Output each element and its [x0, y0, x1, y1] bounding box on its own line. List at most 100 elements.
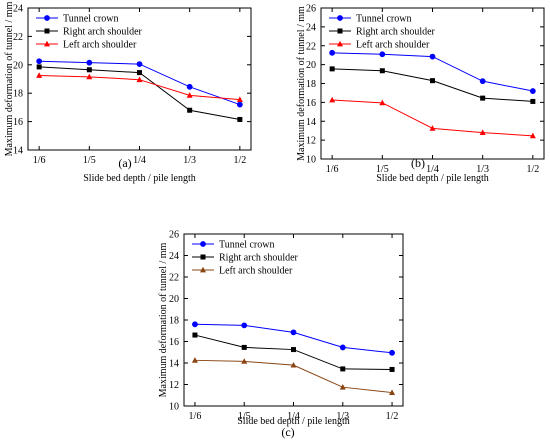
legend-marker: [44, 40, 50, 47]
data-point: [137, 70, 142, 76]
data-point: [529, 88, 536, 94]
x-axis-title: Slide bed depth / pile length: [83, 173, 195, 184]
legend-label: Right arch shoulder: [356, 27, 436, 38]
legend-entry: Left arch shoulder: [329, 40, 430, 51]
data-point: [186, 83, 193, 90]
series-tunnel-crown: [329, 49, 536, 94]
x-tick-label: 1/6: [33, 155, 46, 166]
y-axis-title: Maximum deformation of tunnel / mm: [296, 6, 307, 161]
x-tick-label: 1/3: [336, 411, 349, 422]
y-tick-label: 18: [169, 316, 179, 327]
legend-entry: Left arch shoulder: [36, 40, 137, 51]
data-point: [479, 78, 486, 85]
y-tick-label: 22: [169, 273, 179, 284]
legend-marker: [337, 15, 343, 21]
data-point: [429, 125, 436, 131]
y-axis-title: Maximum deformation of tunnel / mm: [4, 1, 15, 156]
series-line: [39, 60, 241, 106]
series-left-arch-shoulder: [36, 72, 243, 102]
y-tick-label: 22: [13, 32, 23, 43]
series-right-arch-shoulder: [192, 332, 395, 372]
data-point: [191, 357, 198, 363]
data-point: [36, 64, 42, 70]
series-tunnel-crown: [36, 58, 243, 108]
x-tick-label: 1/6: [326, 164, 339, 175]
y-tick-label: 16: [13, 117, 23, 128]
series-right-arch-shoulder: [36, 64, 243, 122]
legend-marker: [200, 254, 206, 260]
y-tick-label: 24: [169, 251, 179, 262]
y-tick-label: 16: [169, 337, 179, 348]
y-tick-label: 22: [306, 41, 316, 52]
legend-marker: [200, 241, 206, 247]
data-point: [241, 358, 248, 364]
y-tick-label: 12: [306, 136, 316, 147]
x-axis-title: Slide bed depth / pile length: [237, 416, 349, 427]
x-tick-label: 1/5: [238, 411, 251, 422]
y-tick-label: 18: [13, 89, 23, 100]
y-tick-label: 16: [306, 98, 316, 109]
legend-label: Left arch shoulder: [63, 40, 137, 51]
data-point: [192, 332, 198, 338]
x-tick-label: 1/4: [133, 155, 146, 166]
y-tick-label: 26: [169, 230, 179, 241]
data-point: [86, 73, 93, 80]
data-point: [430, 78, 435, 84]
data-point: [329, 96, 336, 103]
panel-label: (b): [411, 156, 425, 170]
legend-marker: [44, 15, 50, 21]
x-tick-label: 1/3: [183, 155, 196, 166]
legend-entry: Left arch shoulder: [192, 266, 293, 277]
y-tick-label: 12: [169, 380, 179, 391]
legend-marker: [337, 40, 343, 47]
data-point: [480, 95, 486, 101]
chart-panel-a: 14 16 18 20 22 24 1/6 1/5 1/4 1/3 1/2 Slide bed dep…: [4, 1, 252, 184]
data-point: [136, 76, 143, 83]
data-point: [36, 58, 43, 65]
legend-entry: Tunnel crown: [192, 240, 274, 251]
data-point: [236, 96, 243, 102]
y-tick-label: 18: [306, 79, 316, 90]
x-tick-label: 1/2: [386, 411, 399, 422]
data-point: [192, 321, 198, 328]
data-point: [36, 72, 43, 78]
x-tick-label: 1/2: [526, 164, 539, 175]
legend-label: Tunnel crown: [219, 240, 274, 251]
data-point: [241, 322, 248, 329]
y-tick-label: 24: [13, 4, 23, 15]
legend-marker: [200, 266, 206, 273]
x-tick-label: 1/6: [189, 411, 202, 422]
legend-marker: [44, 28, 50, 34]
panel-label: (c): [281, 425, 294, 439]
data-point: [237, 116, 243, 122]
legend-label: Right arch shoulder: [63, 27, 143, 38]
y-tick-label: 20: [13, 60, 23, 71]
chart-panel-b: 10 12 14 16 18 20 22 24 26 1/6 1/5 1/4 1/3 1/2 Slide b…: [296, 4, 545, 184]
y-tick-label: 26: [306, 4, 316, 15]
series-tunnel-crown: [192, 321, 395, 356]
data-point: [389, 349, 395, 356]
data-point: [291, 347, 296, 353]
data-point: [530, 98, 536, 104]
legend-entry: Tunnel crown: [36, 14, 118, 25]
legend-entry: Right arch shoulder: [36, 27, 143, 38]
data-point: [187, 107, 193, 113]
legend-label: Left arch shoulder: [219, 266, 293, 277]
x-tick-label: 1/5: [376, 164, 389, 175]
legend-label: Right arch shoulder: [219, 253, 299, 264]
chart-panel-c: 10 12 14 16 18 20 22 24 26 1/6 1/5 1/4 1/3 1/2 Slide b…: [158, 230, 404, 439]
y-tick-label: 20: [306, 60, 316, 71]
series-right-arch-shoulder: [329, 66, 536, 104]
y-tick-label: 14: [169, 359, 179, 370]
data-point: [86, 67, 92, 73]
data-point: [236, 101, 243, 108]
x-tick-label: 1/3: [476, 164, 489, 175]
series-left-arch-shoulder: [191, 357, 396, 395]
legend-entry: Tunnel crown: [329, 14, 411, 25]
y-tick-label: 24: [306, 22, 316, 33]
x-tick-label: 1/4: [287, 411, 300, 422]
y-tick-label: 10: [306, 155, 316, 166]
legend-label: Tunnel crown: [356, 14, 411, 25]
y-axis-title: Maximum deformation of tunnel / mm: [158, 242, 169, 397]
